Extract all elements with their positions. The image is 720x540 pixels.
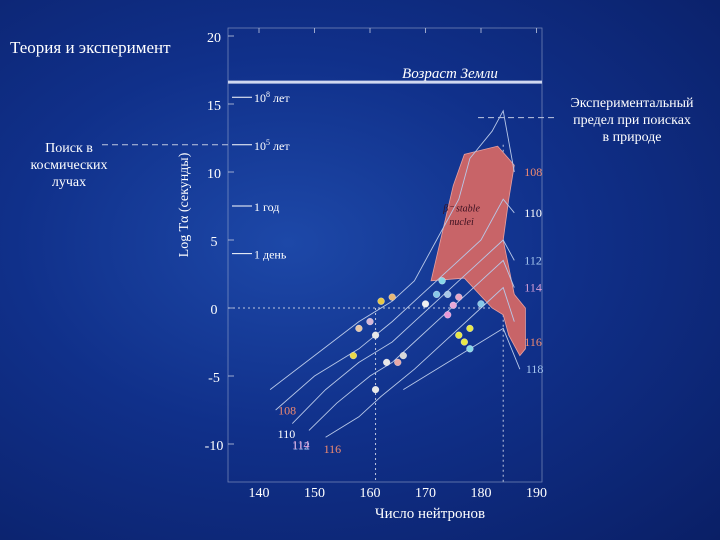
y-tick-label: -5 <box>208 371 220 386</box>
experimental-point <box>388 293 396 301</box>
experimental-point <box>349 352 357 360</box>
time-scale-label: 108 лет <box>254 90 290 105</box>
x-axis-label: Число нейтронов <box>375 506 485 522</box>
note-line: Экспериментальный <box>570 96 694 111</box>
experimental-point <box>477 300 485 308</box>
earth-age-label: Возраст Земли <box>402 66 498 82</box>
note-line: в природе <box>602 130 662 145</box>
experimental-point <box>460 338 468 346</box>
experimental-point <box>438 277 446 285</box>
note-line: лучах <box>51 175 87 190</box>
experimental-point <box>383 358 391 366</box>
experimental-point <box>394 358 402 366</box>
time-scale-label: 105 лет <box>254 138 290 153</box>
note-line: космических <box>30 158 108 173</box>
isotope-curve-110 <box>275 198 515 411</box>
experimental-point <box>449 301 457 309</box>
experimental-point <box>421 300 430 308</box>
y-tick-label: 15 <box>207 99 221 114</box>
y-tick-label: 20 <box>207 31 221 46</box>
note-line: предел при поисках <box>573 113 691 128</box>
isotope-curve-116 <box>325 286 515 438</box>
isotope-curve-112 <box>291 239 515 424</box>
experimental-point <box>466 324 474 332</box>
x-tick-label: 190 <box>526 486 547 501</box>
experimental-point <box>455 293 463 301</box>
curve-label-end-108: 108 <box>524 165 542 179</box>
isotope-curve-114 <box>308 259 515 431</box>
x-tick-label: 140 <box>249 486 270 501</box>
curve-label-end-112: 112 <box>524 253 542 267</box>
time-scale-label: 1 год <box>254 200 279 214</box>
experimental-point <box>371 386 380 394</box>
island-label: nuclei <box>449 217 474 228</box>
curve-label-end-118: 118 <box>526 362 544 376</box>
y-tick-label: -10 <box>205 439 224 454</box>
y-tick-label: 5 <box>211 235 218 250</box>
curve-label-start-110: 110 <box>278 427 296 441</box>
isotope-curve-118 <box>403 327 521 390</box>
curve-label-start-116: 116 <box>324 442 342 456</box>
y-axis-label: Log Tα (секунды) <box>177 152 192 257</box>
curve-label-end-110: 110 <box>524 206 542 220</box>
experimental-point <box>455 331 463 339</box>
beta-stable-island <box>430 145 526 357</box>
experimental-point <box>377 297 385 305</box>
experimental-point <box>444 290 452 298</box>
x-tick-label: 170 <box>415 486 436 501</box>
island-label: β⁻ stable <box>442 203 480 214</box>
x-tick-label: 180 <box>471 486 492 501</box>
experimental-point <box>399 352 407 360</box>
y-tick-label: 10 <box>207 167 221 182</box>
curve-label-end-116: 116 <box>524 335 542 349</box>
curve-label-end-114: 114 <box>524 281 542 295</box>
experimental-point <box>355 324 363 332</box>
note-line: Поиск в <box>45 141 93 156</box>
x-tick-label: 160 <box>360 486 381 501</box>
cosmic-ray-search-note: Поиск в космических лучах <box>14 140 124 191</box>
experimental-point <box>433 290 441 298</box>
experimental-point <box>466 345 474 353</box>
natural-search-limit-note: Экспериментальный предел при поисках в п… <box>552 95 712 146</box>
y-tick-label: 0 <box>211 303 218 318</box>
experimental-point <box>366 318 374 326</box>
time-scale-label: 1 день <box>254 248 287 262</box>
curve-label-start-108: 108 <box>278 404 296 418</box>
curve-label-start-114: 114 <box>292 437 310 451</box>
curve-label-start-112: 112 <box>292 439 310 453</box>
experimental-point <box>444 311 452 319</box>
slide-title: Теория и эксперимент <box>10 38 171 57</box>
x-tick-label: 150 <box>304 486 325 501</box>
plot-frame <box>227 27 543 483</box>
experimental-point <box>371 331 380 339</box>
isotope-curve-108 <box>269 109 515 390</box>
